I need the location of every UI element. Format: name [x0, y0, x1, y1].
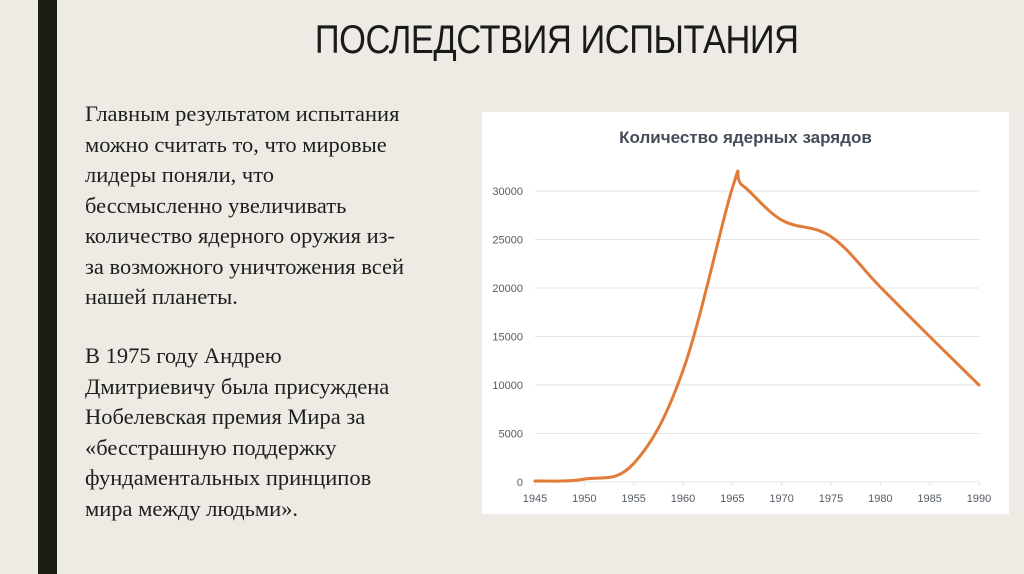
- chart-plot-area: 0 5000 10000 15000 20000 25000 30000 1945 1950 19…: [492, 169, 991, 505]
- x-tick-label: 1965: [720, 493, 744, 505]
- text-line: Нобелевская премия Мира за: [85, 404, 366, 429]
- y-tick-label: 10000: [492, 380, 523, 392]
- text-line: количество ядерного оружия из-: [85, 223, 396, 248]
- x-tick-label: 1970: [769, 493, 793, 505]
- paragraph-main-result: Главным результатом испытания можно счита…: [85, 99, 475, 313]
- y-tick-label: 30000: [492, 186, 523, 198]
- text-line: лидеры поняли, что: [85, 162, 274, 187]
- text-line: можно считать то, что мировые: [85, 131, 387, 157]
- y-tick-label: 0: [517, 477, 523, 489]
- x-tick-label: 1990: [967, 493, 991, 505]
- slide-title: ПОСЛЕДСТВИЯ ИСПЫТАНИЯ: [314, 18, 799, 62]
- paragraph-nobel-prize: В 1975 году Андрею Дмитриевичу была прису…: [85, 341, 475, 524]
- text-line: Главным результатом испытания: [85, 101, 400, 126]
- text-line: мира между людьми».: [85, 495, 298, 521]
- x-tick-label: 1960: [671, 493, 695, 505]
- line-chart: Количество ядерных зарядов 0 5000 10000 150…: [482, 112, 1009, 514]
- y-tick-label: 5000: [499, 429, 523, 441]
- y-tick-label: 25000: [492, 235, 523, 247]
- x-tick-label: 1945: [523, 493, 547, 505]
- y-tick-label: 15000: [492, 332, 523, 344]
- text-line: бессмысленно увеличивать: [85, 192, 347, 218]
- text-line: «бесстрашную поддержку: [85, 434, 337, 460]
- x-tick-label: 1980: [868, 493, 892, 505]
- left-accent-bar: [38, 0, 57, 574]
- text-line: нашей планеты.: [85, 284, 238, 309]
- x-tick-label: 1950: [572, 493, 596, 505]
- x-tick-label: 1955: [621, 493, 645, 505]
- text-line: В 1975 году Андрею: [85, 343, 282, 368]
- y-tick-label: 20000: [492, 283, 523, 295]
- data-series-line: [533, 169, 981, 483]
- text-line: Дмитриевичу была присуждена: [85, 373, 390, 399]
- text-line: за возможного уничтожения всей: [85, 253, 405, 279]
- chart-title: Количество ядерных зарядов: [619, 128, 872, 147]
- x-tick-label: 1975: [819, 493, 843, 505]
- text-line: фундаментальных принципов: [85, 465, 372, 490]
- x-tick-label: 1985: [917, 493, 941, 505]
